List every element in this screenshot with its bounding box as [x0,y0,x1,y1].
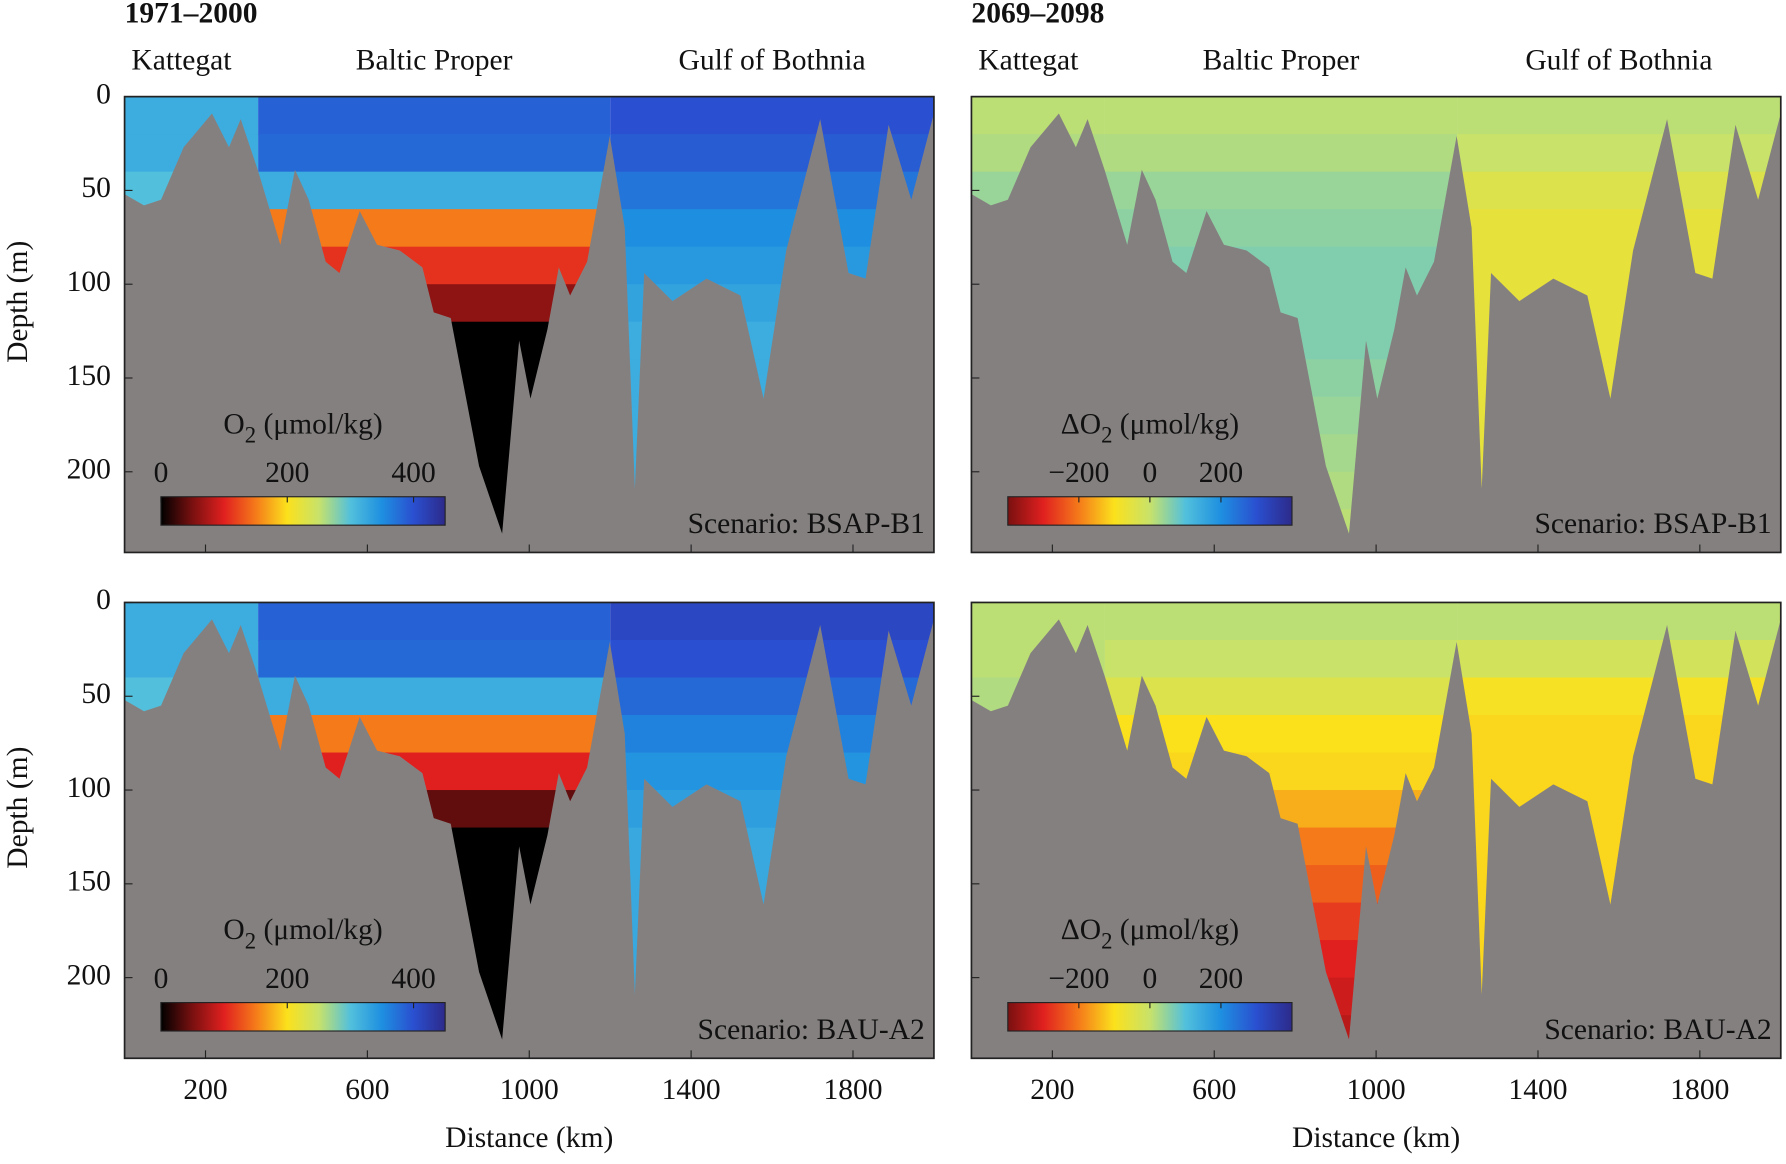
field-cell [1104,639,1458,679]
field-cell [258,602,611,641]
x-tick-label: 1800 [823,1074,882,1106]
colorbar-tick-label: −200 [1048,457,1109,489]
bathymetry [971,113,1781,553]
column-title: 1971–2000 [125,0,258,30]
colorbar-tick-label: 200 [1199,457,1243,489]
field-cell [124,96,259,135]
field-cell [258,134,611,173]
x-tick-label: 1000 [500,1074,559,1106]
field-cell [610,639,934,679]
colorbar-label-sub: 2 [245,423,256,448]
field-cell [610,96,934,135]
scenario-label: Scenario: BAU-A2 [1544,1014,1771,1046]
field-cell [1104,602,1458,641]
x-tick-label: 600 [345,1074,389,1106]
x-axis-label: Distance (km) [1292,1122,1460,1154]
y-axis-label: Depth (m) [2,747,34,869]
colorbar-label-main: ΔO [1061,408,1101,440]
colorbar-label-sub: 2 [1101,423,1112,448]
y-tick-label: 100 [67,266,111,298]
scenario-label: Scenario: BSAP-B1 [688,508,925,540]
field-cell [124,602,259,641]
colorbar [160,1002,446,1032]
basin-label: Gulf of Bothnia [1525,44,1712,76]
basin-label: Baltic Proper [356,44,513,76]
field-cell [258,677,611,716]
basin-label: Kattegat [978,44,1079,76]
colorbar-tick-label: 0 [1143,963,1158,995]
y-tick-label: 150 [67,360,111,392]
scenario-label: Scenario: BAU-A2 [698,1014,925,1046]
basin-label: Gulf of Bothnia [678,44,865,76]
field-cell [610,602,934,641]
bathymetry [124,113,934,553]
colorbar-label: O2 (μmol/kg) [223,914,382,954]
scenario-label: Scenario: BSAP-B1 [1534,508,1771,540]
panel: 0 50 100 150 200 200 600 1000 1400 1800 Distance (… [2,584,935,1154]
colorbar-tick-label: 200 [1199,963,1243,995]
column-title: 2069–2098 [971,0,1104,30]
field-cell [971,602,1105,641]
colorbar-tick-label: 0 [154,457,169,489]
field-cell [1457,602,1781,641]
y-tick-label: 0 [96,78,111,110]
field-cell [971,96,1105,135]
colorbar-label-sub: 2 [245,929,256,954]
x-tick-label: 200 [1030,1074,1074,1106]
colorbar-tick-label: 400 [391,963,435,995]
x-tick-label: 600 [1192,1074,1236,1106]
colorbar [160,496,446,526]
x-tick-label: 1400 [662,1074,721,1106]
colorbar-label-unit: (μmol/kg) [256,408,383,440]
x-axis-label: Distance (km) [445,1122,613,1154]
x-tick-label: 1800 [1670,1074,1729,1106]
colorbar-tick-label: −200 [1048,963,1109,995]
field-cell [258,96,611,135]
x-tick-label: 1400 [1508,1074,1567,1106]
colorbar-label-main: O [223,914,244,946]
field-cell [610,134,934,173]
panel: −200 0 200 ΔO2 (μmol/kg) Scenario: BSAP-B1 [970,95,1782,554]
colorbar-tick-label: 200 [265,963,309,995]
bathymetry [124,619,934,1059]
field-cell [1104,677,1458,716]
field-cell [258,639,611,679]
colorbar-tick-label: 200 [265,457,309,489]
colorbar-label-sub: 2 [1101,929,1112,954]
x-tick-label: 200 [183,1074,227,1106]
colorbar-label-main: ΔO [1061,914,1101,946]
field-cell [1104,134,1458,173]
y-tick-label: 200 [67,454,111,486]
colorbar-tick-label: 0 [1143,457,1158,489]
y-tick-label: 50 [81,678,111,710]
x-tick-label: 1000 [1347,1074,1406,1106]
field-cell [1104,96,1458,135]
colorbar-label-unit: (μmol/kg) [256,914,383,946]
field-cell [1104,171,1458,210]
panel: 0 50 100 150 200 Depth (m) 0 200 400 O2 (μmol/kg)… [2,78,935,554]
colorbar-label: O2 (μmol/kg) [223,408,382,448]
field-cell [258,171,611,210]
y-tick-label: 200 [67,959,111,991]
colorbar-tick-label: 0 [154,963,169,995]
field-cell [1457,96,1781,135]
basin-label: Baltic Proper [1203,44,1360,76]
y-tick-label: 50 [81,172,111,204]
panel: 200 600 1000 1400 1800 Distance (km) −200 0 200 Δ… [970,601,1782,1154]
y-tick-label: 100 [67,772,111,804]
y-tick-label: 150 [67,866,111,898]
colorbar-label: ΔO2 (μmol/kg) [1061,914,1239,954]
colorbar-tick-label: 400 [391,457,435,489]
y-axis-label: Depth (m) [2,241,34,363]
colorbar-label-unit: (μmol/kg) [1112,914,1239,946]
field-cell [1457,639,1781,679]
colorbar-label-unit: (μmol/kg) [1112,408,1239,440]
field-cell [1457,134,1781,173]
colorbar-label: ΔO2 (μmol/kg) [1061,408,1239,448]
colorbar-label-main: O [223,408,244,440]
bathymetry [971,619,1781,1059]
y-tick-label: 0 [96,584,111,616]
basin-label: Kattegat [131,44,232,76]
